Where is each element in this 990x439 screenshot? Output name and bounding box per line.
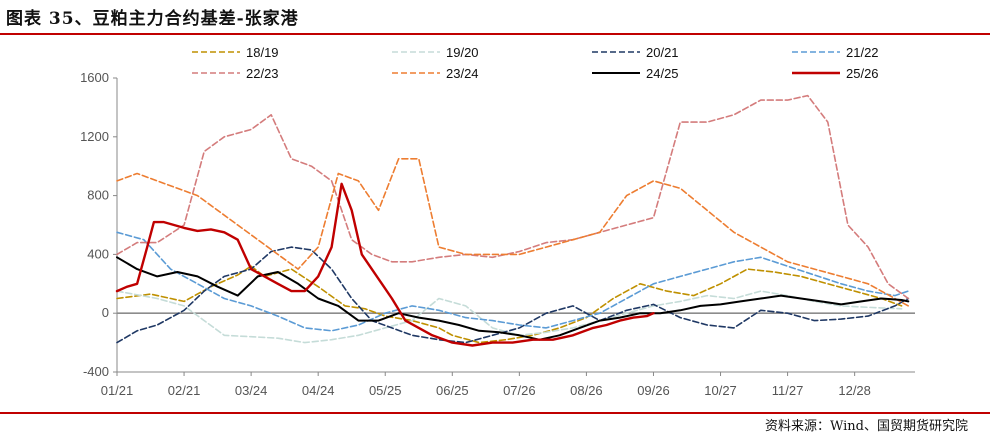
x-tick-label: 08/26 bbox=[570, 383, 603, 398]
y-tick-label: 400 bbox=[87, 246, 109, 261]
chart-title: 图表 35、豆粕主力合约基差-张家港 bbox=[6, 9, 299, 29]
legend-label-18-19: 18/19 bbox=[246, 45, 279, 60]
legend-label-25-26: 25/26 bbox=[846, 66, 879, 81]
x-tick-label: 03/24 bbox=[235, 383, 268, 398]
series-line-21-22 bbox=[116, 231, 910, 332]
y-tick-label: 1600 bbox=[80, 70, 109, 85]
x-tick-label: 04/24 bbox=[302, 383, 335, 398]
x-tick-label: 02/21 bbox=[168, 383, 201, 398]
series-line-20-21 bbox=[116, 246, 910, 344]
x-tick-label: 11/27 bbox=[772, 383, 804, 398]
series-line-19-20 bbox=[116, 290, 903, 344]
legend: 18/19 19/20 20/21 21/22 22/23 23/24 24/25 25/26 bbox=[192, 45, 879, 81]
y-tick-label: 0 bbox=[102, 305, 109, 320]
y-tick-label: 1200 bbox=[80, 129, 109, 144]
y-axis: -400 0 400 800 1200 1600 bbox=[80, 70, 118, 379]
x-tick-label: 10/27 bbox=[704, 383, 737, 398]
x-tick-label: 09/26 bbox=[637, 383, 670, 398]
y-tick-label: -400 bbox=[83, 364, 109, 379]
source-note: 资料来源：Wind、国贸期货研究院 bbox=[765, 419, 968, 434]
x-tick-label: 12/28 bbox=[838, 383, 871, 398]
legend-label-23-24: 23/24 bbox=[446, 66, 479, 81]
series-line-25-26 bbox=[115, 182, 655, 347]
legend-label-22-23: 22/23 bbox=[246, 66, 279, 81]
y-tick-label: 800 bbox=[87, 188, 109, 203]
x-axis: 01/21 02/21 03/24 04/24 05/25 06/25 07/26 08/26… bbox=[101, 312, 915, 398]
x-tick-label: 07/26 bbox=[503, 383, 536, 398]
legend-label-24-25: 24/25 bbox=[646, 66, 679, 81]
x-tick-label: 01/21 bbox=[101, 383, 134, 398]
x-tick-label: 05/25 bbox=[369, 383, 402, 398]
legend-label-20-21: 20/21 bbox=[646, 45, 679, 60]
legend-label-21-22: 21/22 bbox=[846, 45, 879, 60]
x-tick-label: 06/25 bbox=[436, 383, 469, 398]
top-divider bbox=[0, 33, 990, 35]
bottom-divider bbox=[0, 412, 990, 414]
series-line-22-23 bbox=[116, 94, 910, 300]
legend-label-19-20: 19/20 bbox=[446, 45, 479, 60]
series-group bbox=[115, 94, 910, 347]
series-line-24-25 bbox=[116, 256, 910, 341]
series-line-23-24 bbox=[116, 158, 910, 307]
